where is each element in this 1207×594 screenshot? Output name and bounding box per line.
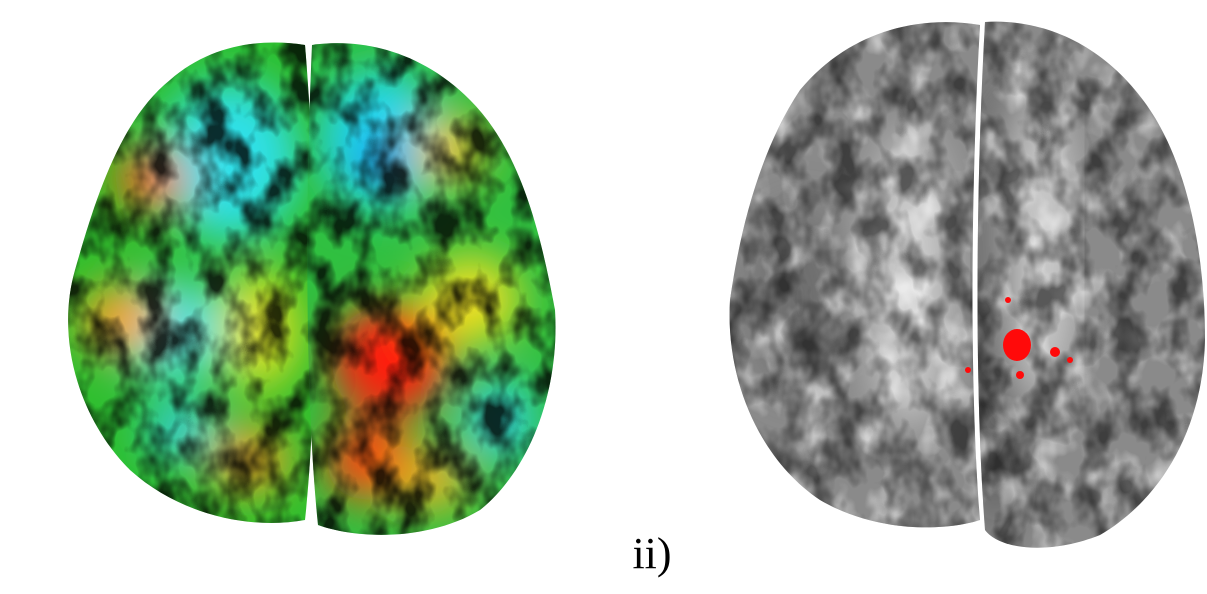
activation-spot	[1016, 371, 1024, 379]
page: ii) (() => { const data = JSON.parse(doc…	[0, 0, 1207, 594]
activation-spot	[965, 367, 971, 373]
activation-spot	[1050, 347, 1060, 357]
activation-spot	[1067, 357, 1073, 363]
colored-brain	[50, 30, 570, 550]
left-hemisphere	[50, 30, 330, 550]
left-hemisphere	[720, 10, 990, 540]
activation-spot	[1005, 297, 1011, 303]
figure: ii)	[0, 0, 1207, 594]
activation-spot	[1003, 329, 1031, 361]
right-hemisphere	[970, 10, 1207, 560]
right-hemisphere	[300, 30, 570, 550]
gray-brain	[720, 10, 1207, 560]
panel-label: ii)	[632, 529, 671, 578]
